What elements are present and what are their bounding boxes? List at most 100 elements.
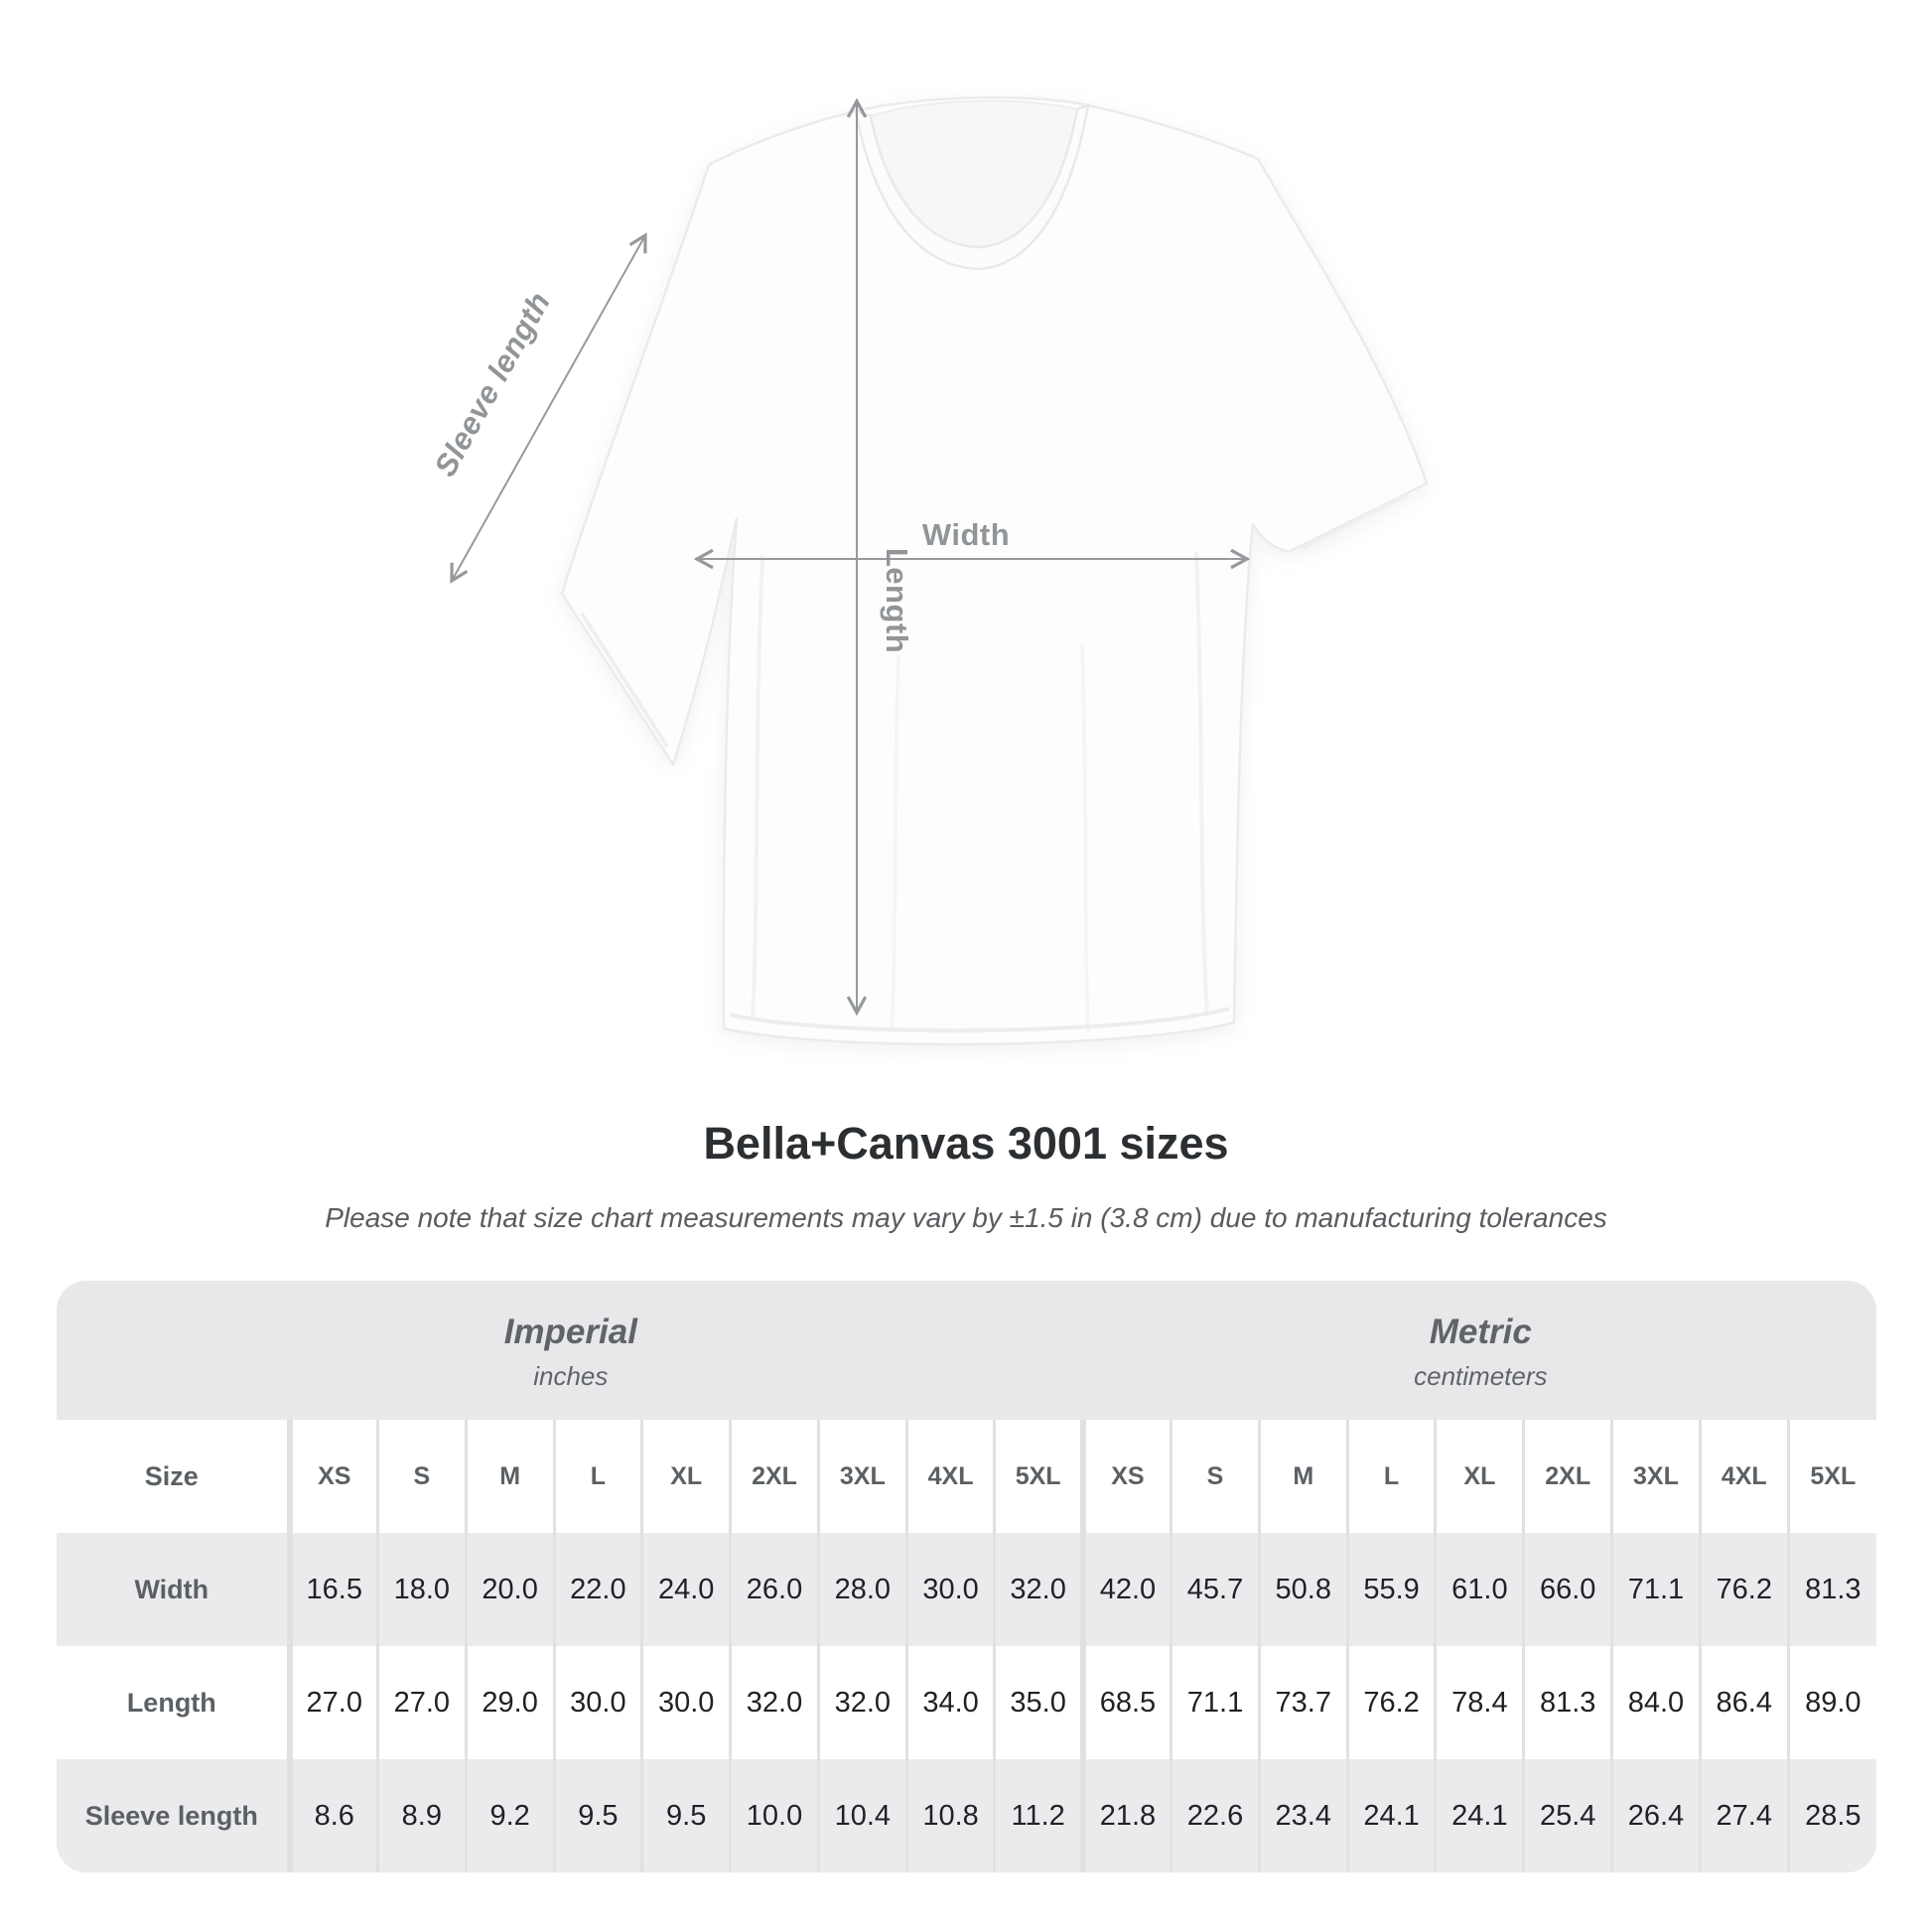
length-value: 27.0 [286,1646,378,1759]
sleeve-length-value: 21.8 [1079,1759,1172,1872]
width-value: 45.7 [1170,1533,1260,1646]
sleeve-length-row: Sleeve length 8.6 8.9 9.2 9.5 9.5 10.0 1… [57,1759,1876,1872]
sleeve-length-value: 10.8 [904,1759,995,1872]
length-value: 86.4 [1698,1646,1789,1759]
length-value: 89.0 [1786,1646,1876,1759]
width-value: 20.0 [464,1533,554,1646]
width-value: 42.0 [1079,1533,1172,1646]
tshirt-fold [751,555,764,1020]
size-col-header: 2XL [729,1420,819,1533]
size-col-header: XL [640,1420,731,1533]
width-value: 71.1 [1610,1533,1701,1646]
tshirt-left-cuff-seam [580,612,669,749]
length-value: 34.0 [904,1646,995,1759]
tshirt-hem-shadow [729,1007,1230,1033]
row-label: Width [134,1574,209,1604]
sleeve-length-value: 24.1 [1434,1759,1524,1872]
imperial-label: Imperial [503,1312,637,1352]
tshirt-fold [1194,551,1209,1016]
width-value: 61.0 [1434,1533,1524,1646]
width-value: 66.0 [1522,1533,1612,1646]
sleeve-length-value: 9.2 [464,1759,554,1872]
length-value: 35.0 [993,1646,1083,1759]
size-table-card: Imperial inches Metric centimeters Size … [57,1281,1876,1872]
sleeve-length-value: 8.9 [375,1759,467,1872]
length-value: 30.0 [640,1646,731,1759]
row-label: Sleeve length [84,1800,258,1831]
length-value: 32.0 [729,1646,819,1759]
width-dimension-label: Width [922,517,1010,552]
size-header-cell: Size [144,1460,199,1491]
size-col-header: XS [1079,1420,1172,1533]
sleeve-length-value: 10.0 [729,1759,819,1872]
size-col-header: M [464,1420,554,1533]
sleeve-length-value: 25.4 [1522,1759,1612,1872]
length-value: 68.5 [1079,1646,1172,1759]
imperial-unit-group: Imperial inches [57,1281,1085,1420]
size-col-header: 4XL [904,1420,995,1533]
length-row: Length 27.0 27.0 29.0 30.0 30.0 32.0 32.… [57,1646,1876,1759]
imperial-unit: inches [533,1360,609,1391]
size-col-header: S [1170,1420,1260,1533]
length-dimension-label: Length [880,548,914,653]
width-value: 81.3 [1786,1533,1876,1646]
size-col-header: 2XL [1522,1420,1612,1533]
sleeve-length-value: 22.6 [1170,1759,1260,1872]
length-value: 30.0 [552,1646,642,1759]
size-col-header: M [1257,1420,1348,1533]
width-value: 16.5 [286,1533,378,1646]
sleeve-length-dimension-label: Sleeve length [427,286,557,482]
width-value: 30.0 [904,1533,995,1646]
width-value: 26.0 [729,1533,819,1646]
length-value: 73.7 [1257,1646,1348,1759]
width-value: 55.9 [1345,1533,1436,1646]
width-value: 50.8 [1257,1533,1348,1646]
size-col-header: 5XL [993,1420,1083,1533]
size-col-header: 3XL [1610,1420,1701,1533]
sleeve-length-value: 9.5 [640,1759,731,1872]
tshirt-diagram-svg: Width Length Sleeve length [427,96,1429,1046]
size-col-header: L [552,1420,642,1533]
size-col-header: L [1345,1420,1436,1533]
tshirt-diagram: Width Length Sleeve length [427,96,1429,1046]
sleeve-length-value: 10.4 [816,1759,907,1872]
length-value: 71.1 [1170,1646,1260,1759]
sleeve-length-value: 26.4 [1610,1759,1701,1872]
tshirt-right-cuff-seam [1302,492,1409,550]
sleeve-length-value: 28.5 [1786,1759,1876,1872]
tolerance-note: Please note that size chart measurements… [325,1202,1607,1233]
unit-group-band: Imperial inches Metric centimeters [57,1281,1876,1420]
metric-unit-group: Metric centimeters [1085,1281,1876,1420]
row-label: Length [126,1687,216,1718]
width-value: 18.0 [375,1533,467,1646]
sleeve-length-value: 11.2 [993,1759,1083,1872]
width-value: 24.0 [640,1533,731,1646]
length-value: 76.2 [1345,1646,1436,1759]
size-header-row: Size XS S M L XL 2XL 3XL 4XL 5XL XS S M … [57,1420,1876,1533]
size-col-header: S [375,1420,467,1533]
width-value: 28.0 [816,1533,907,1646]
tshirt-fold [1080,644,1090,1034]
sleeve-length-value: 9.5 [552,1759,642,1872]
metric-unit: centimeters [1414,1360,1548,1391]
length-value: 81.3 [1522,1646,1612,1759]
tshirt-collar-band [854,103,1090,271]
width-row: Width 16.5 18.0 20.0 22.0 24.0 26.0 28.0… [57,1533,1876,1646]
sleeve-length-value: 8.6 [286,1759,378,1872]
length-value: 78.4 [1434,1646,1524,1759]
size-col-header: 4XL [1698,1420,1789,1533]
size-table: Size XS S M L XL 2XL 3XL 4XL 5XL XS S M … [57,1420,1876,1872]
tshirt-graphic [560,96,1429,1046]
sleeve-length-value: 27.4 [1698,1759,1789,1872]
width-value: 22.0 [552,1533,642,1646]
page-title: Bella+Canvas 3001 sizes [703,1118,1229,1169]
dimension-arrows [450,97,1251,1017]
size-col-header: XL [1434,1420,1524,1533]
sleeve-length-value: 24.1 [1345,1759,1436,1872]
width-value: 32.0 [993,1533,1083,1646]
tshirt-fold [890,654,900,1034]
size-col-header: XS [286,1420,378,1533]
length-value: 84.0 [1610,1646,1701,1759]
width-value: 76.2 [1698,1533,1789,1646]
